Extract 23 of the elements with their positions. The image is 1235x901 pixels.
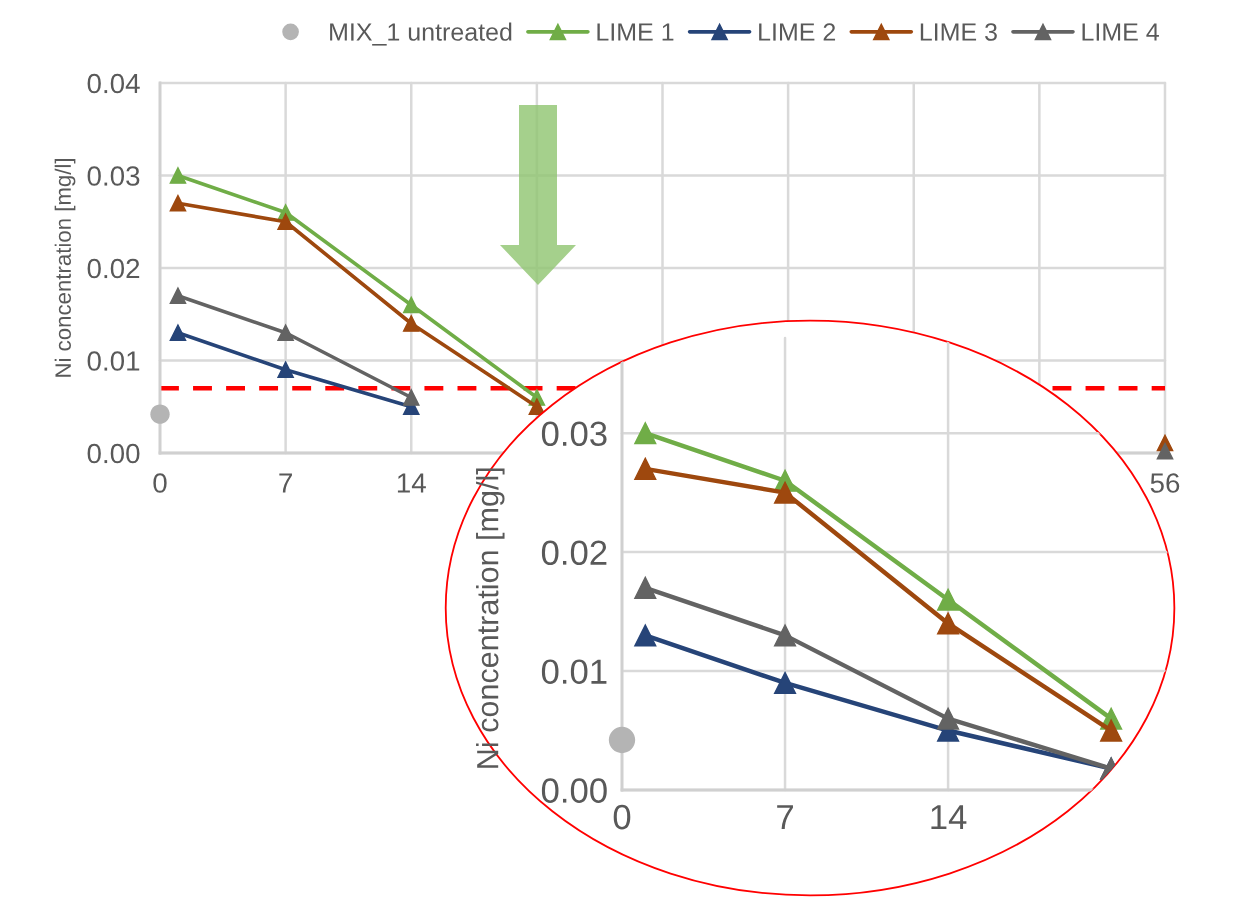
y-axis-title: Ni concentration [mg/l] [476,468,505,768]
y-tick-label: 0.03 [87,166,140,186]
x-tick-label: 7 [279,473,292,493]
y-tick-label: 0.04 [87,73,140,94]
legend-label: LIME 2 [759,23,836,41]
legend-label: LIME 1 [597,23,674,41]
x-tick-label: 14 [931,805,967,830]
y-tick-label: 0.02 [541,540,607,566]
y-tick-label: 0.03 [541,421,607,447]
x-tick-label: 0 [613,804,631,830]
x-tick-label: 14 [397,473,426,493]
y-tick-label: 0.00 [87,443,140,464]
legend-label: LIME 4 [1082,23,1159,41]
legend-label: MIX_1 untreated [330,22,512,46]
y-axis-title: Ni concentration [mg/l] [54,159,76,377]
y-tick-label: 0.02 [87,258,140,279]
y-tick-label: 0.00 [541,778,607,803]
legend-label: LIME 3 [920,23,997,41]
x-tick-label: 7 [777,805,793,830]
x-tick-label: 0 [153,473,167,493]
y-tick-label: 0.01 [541,659,607,684]
x-tick-label: 56 [1150,473,1180,493]
y-tick-label: 0.01 [87,351,140,371]
